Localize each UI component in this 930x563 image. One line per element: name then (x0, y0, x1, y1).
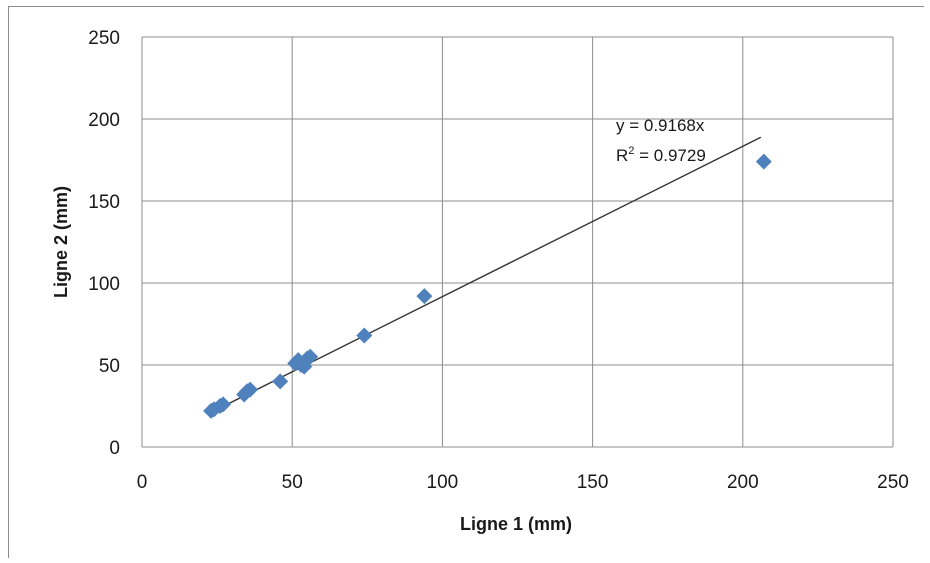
trendline-equation: y = 0.9168x (616, 116, 705, 135)
data-point (416, 288, 433, 305)
grid (141, 36, 894, 448)
y-tick-label: 100 (88, 274, 120, 295)
y-axis-ticks: 0 50 100 150 200 250 (88, 28, 120, 459)
x-axis-title: Ligne 1 (mm) (460, 514, 572, 534)
data-point (755, 153, 772, 170)
trendline-group (210, 136, 762, 414)
data-point (302, 348, 319, 365)
chart-frame (8, 6, 924, 558)
x-tick-label: 200 (727, 472, 759, 493)
y-axis-title: Ligne 2 (mm) (51, 186, 71, 298)
x-tick-label: 50 (282, 472, 303, 493)
data-point (215, 396, 232, 413)
r-squared-letter: R (616, 146, 628, 165)
data-point (242, 381, 259, 398)
r-squared-label: R2 = 0.9729 (616, 145, 706, 165)
x-tick-label: 100 (427, 472, 459, 493)
y-tick-label: 250 (88, 28, 120, 49)
y-tick-label: 150 (88, 192, 120, 213)
y-tick-label: 0 (109, 438, 120, 459)
x-tick-label: 250 (877, 472, 909, 493)
r-squared-value: = 0.9729 (634, 146, 705, 165)
trendline (210, 136, 762, 414)
data-point (356, 327, 373, 344)
data-point (272, 373, 289, 390)
data-points (203, 153, 772, 419)
x-tick-label: 0 (137, 472, 148, 493)
x-axis-ticks: 0 50 100 150 200 250 (137, 472, 909, 493)
y-tick-label: 50 (99, 356, 120, 377)
y-tick-label: 200 (88, 110, 120, 131)
r-squared-superscript: 2 (628, 145, 634, 157)
x-tick-label: 150 (577, 472, 609, 493)
